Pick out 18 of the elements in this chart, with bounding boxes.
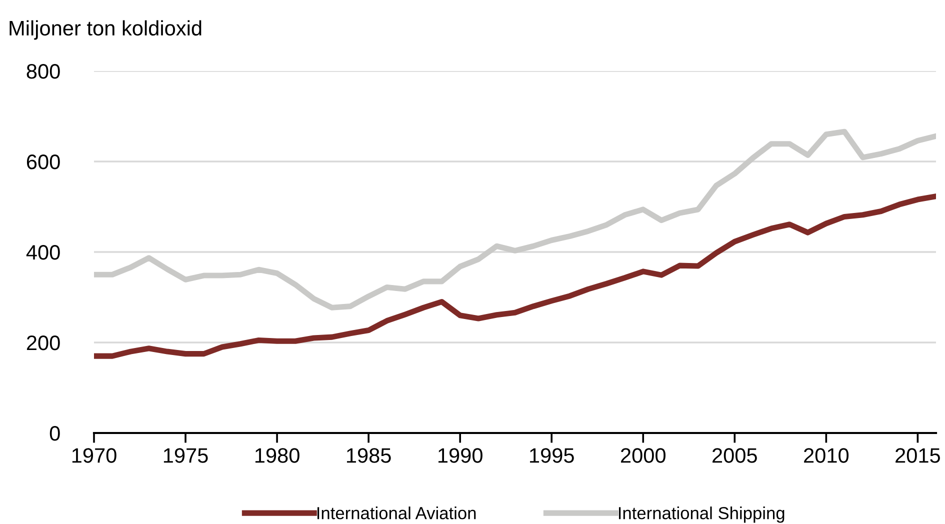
x-tick-label: 1970 [72,448,116,463]
x-tick-label: 1990 [438,448,482,463]
legend-label: International Shipping [618,506,784,523]
y-tick-label: 0 [50,426,60,441]
y-tick-label: 800 [26,64,60,79]
x-tick-label: 1985 [346,448,391,463]
y-tick-label: 400 [26,245,60,260]
x-tick-label: 1975 [164,448,208,463]
y-axis-title: Miljoner ton koldioxid [10,20,202,40]
y-tick-label: 600 [26,154,60,170]
y-tick-label: 200 [26,336,60,350]
x-tick-label: 1995 [530,448,574,463]
x-tick-label: 1980 [255,448,300,463]
x-tick-label: 2010 [804,448,849,463]
x-tick-label: 2015 [896,448,940,463]
x-tick-label: 2000 [621,448,666,463]
legend-label: International Aviation [317,506,476,520]
x-tick-label: 2005 [712,448,757,463]
